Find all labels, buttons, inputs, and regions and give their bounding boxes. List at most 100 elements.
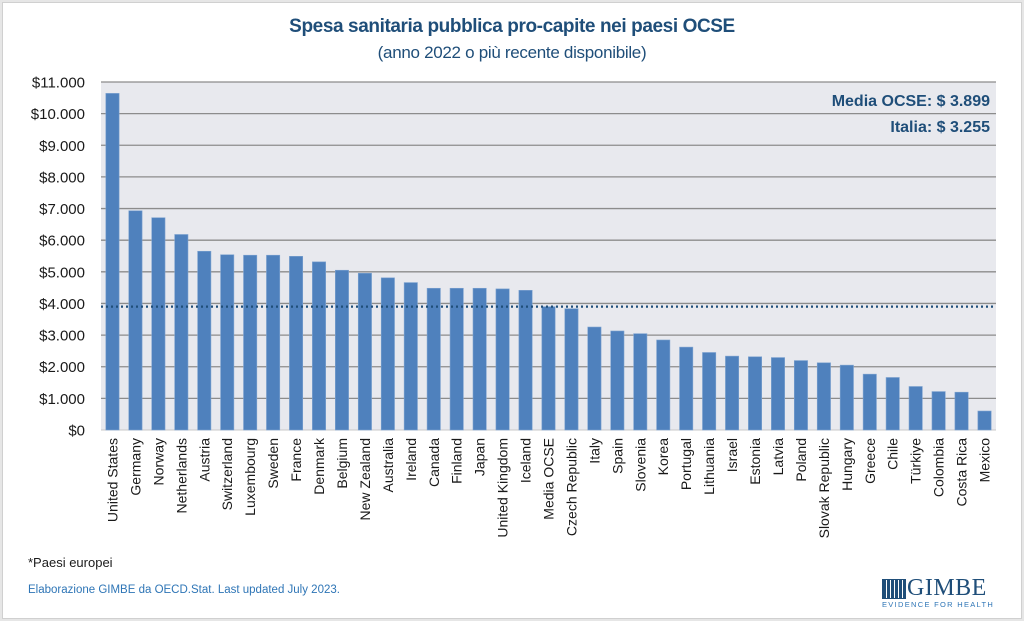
x-tick-label: Slovak Republic <box>816 438 832 538</box>
bar-chile <box>885 377 900 431</box>
x-tick-label: Hungary <box>839 438 855 491</box>
y-tick-label: $5.000 <box>39 264 85 281</box>
x-tick-label: United States <box>104 438 120 522</box>
x-tick-label: Italy <box>586 438 602 464</box>
x-tick-label: Latvia <box>770 438 786 476</box>
x-tick-label: Slovenia <box>632 438 648 492</box>
bar-türkiye <box>908 386 923 431</box>
x-tick-label: Portugal <box>678 438 694 490</box>
x-tick-label: New Zealand <box>357 438 373 521</box>
bar-luxembourg <box>243 254 258 431</box>
x-tick-label: Germany <box>127 438 143 496</box>
y-tick-label: $10.000 <box>31 106 85 123</box>
bar-latvia <box>771 357 785 431</box>
bar-iceland <box>518 290 533 431</box>
y-tick-label: $9.000 <box>39 138 85 155</box>
bar-australia <box>380 277 395 431</box>
bar-colombia <box>931 391 946 431</box>
y-tick-label: $2.000 <box>39 359 85 376</box>
chart-title: Spesa sanitaria pubblica pro-capite nei … <box>289 16 735 37</box>
x-tick-label: United Kingdom <box>495 438 511 538</box>
y-tick-label: $8.000 <box>39 169 85 186</box>
bar-ireland <box>403 282 418 431</box>
x-tick-label: Media OCSE <box>541 438 557 520</box>
x-tick-label: Spain <box>609 438 625 474</box>
x-tick-label: Canada <box>426 438 442 487</box>
bar-spain <box>610 330 625 431</box>
footnote: *Paesi europei <box>28 555 113 570</box>
x-tick-label: Korea <box>655 438 671 476</box>
y-tick-label: $1.000 <box>39 391 85 408</box>
x-tick-label: Iceland <box>518 438 534 483</box>
y-axis-ticks: $0 $1.000 $2.000 $3.000 $4.000 $5.000 $6.000 $7… <box>31 75 85 440</box>
x-tick-label: Belgium <box>334 438 350 489</box>
y-tick-label: $3.000 <box>39 328 85 345</box>
bar-hungary <box>839 364 854 431</box>
bar-greece <box>862 373 877 431</box>
bar-japan <box>472 287 487 431</box>
x-tick-label: Türkiye <box>908 438 924 484</box>
logo-wordmark: GIMBE <box>907 575 987 601</box>
x-tick-label: Denmark <box>311 437 327 495</box>
bar-switzerland <box>220 254 235 431</box>
x-tick-label: Australia <box>380 438 396 493</box>
x-tick-label: France <box>288 438 304 482</box>
bar-estonia <box>748 356 762 431</box>
bar-sweden <box>266 254 281 431</box>
bar-media-ocse <box>541 306 556 431</box>
x-tick-label: Netherlands <box>173 438 189 514</box>
x-tick-label: Czech Republic <box>563 438 579 536</box>
x-tick-label: Mexico <box>977 438 993 483</box>
annotation-italia: Italia: $ 3.255 <box>890 119 990 136</box>
x-tick-label: Costa Rica <box>954 438 970 507</box>
x-tick-label: Estonia <box>747 438 763 485</box>
bar-mexico <box>977 410 992 431</box>
y-tick-label: $7.000 <box>39 201 85 218</box>
x-tick-label: Finland <box>449 438 465 484</box>
x-tick-label: Luxembourg <box>242 438 258 516</box>
y-tick-label: $6.000 <box>39 233 85 250</box>
bars <box>105 93 992 431</box>
x-tick-label: Ireland <box>403 438 419 481</box>
bar-new-zealand <box>357 272 372 431</box>
bar-united-kingdom <box>495 288 510 431</box>
bar-austria <box>197 250 212 431</box>
x-tick-label: Austria <box>196 438 212 482</box>
bar-finland <box>449 287 464 431</box>
y-tick-label: $0 <box>68 423 85 440</box>
bar-netherlands <box>174 234 189 431</box>
bar-czech-republic <box>564 308 579 431</box>
x-axis-ticks: United States Germany Norway Netherlands Aus… <box>104 437 992 538</box>
x-tick-label: Israel <box>724 438 740 472</box>
bar-israel <box>725 355 740 431</box>
bar-costa-rica <box>954 391 969 431</box>
x-tick-label: Lithuania <box>701 438 717 495</box>
bar-united-states <box>105 93 120 431</box>
x-tick-label: Colombia <box>931 438 947 497</box>
gimbe-logo: GIMBE EVIDENCE FOR HEALTH <box>882 576 1002 612</box>
x-tick-label: Poland <box>793 438 809 482</box>
bar-lithuania <box>702 352 717 431</box>
x-tick-label: Sweden <box>265 438 281 489</box>
x-tick-label: Chile <box>885 438 901 470</box>
x-tick-label: Japan <box>472 438 488 476</box>
bar-france <box>289 256 304 431</box>
bar-slovak-republic <box>816 362 831 431</box>
annotation-media-ocse: Media OCSE: $ 3.899 <box>832 93 990 110</box>
y-tick-label: $4.000 <box>39 296 85 313</box>
bar-norway <box>151 217 166 431</box>
bar-slovenia <box>633 333 648 431</box>
y-tick-label: $11.000 <box>32 75 85 92</box>
x-tick-label: Norway <box>150 438 166 485</box>
chart-subtitle: (anno 2022 o più recente disponibile) <box>377 43 647 62</box>
logo-tagline: EVIDENCE FOR HEALTH <box>882 600 995 609</box>
bar-poland <box>793 360 808 431</box>
x-tick-label: Greece <box>862 438 878 484</box>
x-tick-label: Switzerland <box>219 438 235 510</box>
bar-germany <box>128 210 143 431</box>
bar-canada <box>426 287 441 431</box>
bar-belgium <box>335 269 349 431</box>
source-text: Elaborazione GIMBE da OECD.Stat. Last up… <box>28 584 340 596</box>
bar-portugal <box>679 346 694 431</box>
